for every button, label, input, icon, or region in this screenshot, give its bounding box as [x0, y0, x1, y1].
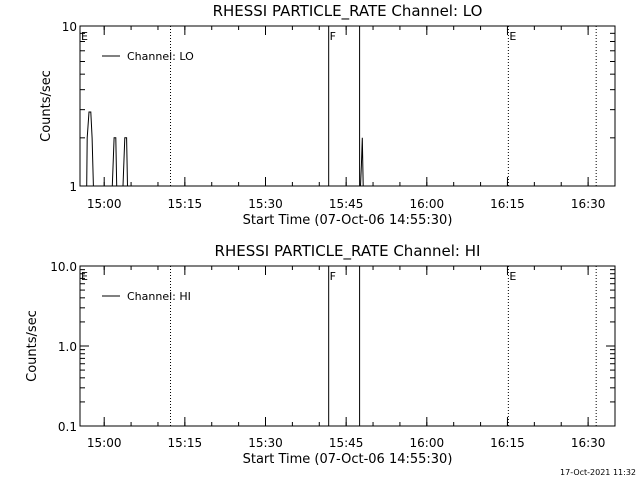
- legend-entry: Channel: HI: [127, 290, 191, 303]
- event-marker-label: E: [81, 30, 88, 43]
- y-axis-label: Counts/sec: [39, 70, 54, 142]
- x-tick-label: 16:00: [410, 436, 445, 450]
- y-tick-label: 0.1: [58, 420, 77, 434]
- y-tick-label: 1: [69, 180, 77, 194]
- y-tick-label: 1.0: [58, 340, 77, 354]
- y-axis-label: Counts/sec: [25, 310, 40, 382]
- y-tick-label: 10: [62, 20, 77, 34]
- event-marker-label: E: [509, 30, 516, 43]
- x-tick-label: 16:30: [571, 197, 606, 211]
- footer-timestamp: 17-Oct-2021 11:32: [560, 468, 636, 477]
- x-tick-label: 15:30: [248, 197, 283, 211]
- x-tick-label: 15:30: [248, 436, 283, 450]
- x-axis-label: Start Time (07-Oct-06 14:55:30): [243, 213, 453, 228]
- series-line: [85, 111, 365, 187]
- event-marker-label: F: [330, 30, 336, 43]
- chart-title: RHESSI PARTICLE_RATE Channel: LO: [213, 2, 483, 21]
- event-marker-label: F: [330, 270, 336, 283]
- x-tick-label: 15:15: [168, 197, 203, 211]
- legend-entry: Channel: LO: [127, 50, 194, 63]
- x-tick-label: 15:45: [329, 197, 364, 211]
- x-tick-label: 15:15: [168, 436, 203, 450]
- chart-title: RHESSI PARTICLE_RATE Channel: HI: [215, 242, 481, 261]
- y-tick-label: 10.0: [50, 260, 77, 274]
- x-axis-label: Start Time (07-Oct-06 14:55:30): [243, 452, 453, 467]
- x-tick-label: 16:15: [490, 197, 525, 211]
- x-tick-label: 16:15: [490, 436, 525, 450]
- x-tick-label: 15:45: [329, 436, 364, 450]
- x-tick-label: 15:00: [87, 436, 122, 450]
- event-marker-label: E: [81, 270, 88, 283]
- x-tick-label: 16:30: [571, 436, 606, 450]
- x-tick-label: 16:00: [410, 197, 445, 211]
- chart-panel-hi: RHESSI PARTICLE_RATE Channel: HI Counts/s…: [25, 242, 616, 467]
- chart-panel-lo: RHESSI PARTICLE_RATE Channel: LO Counts/s…: [39, 2, 616, 228]
- x-tick-label: 15:00: [87, 197, 122, 211]
- event-marker-label: E: [509, 270, 516, 283]
